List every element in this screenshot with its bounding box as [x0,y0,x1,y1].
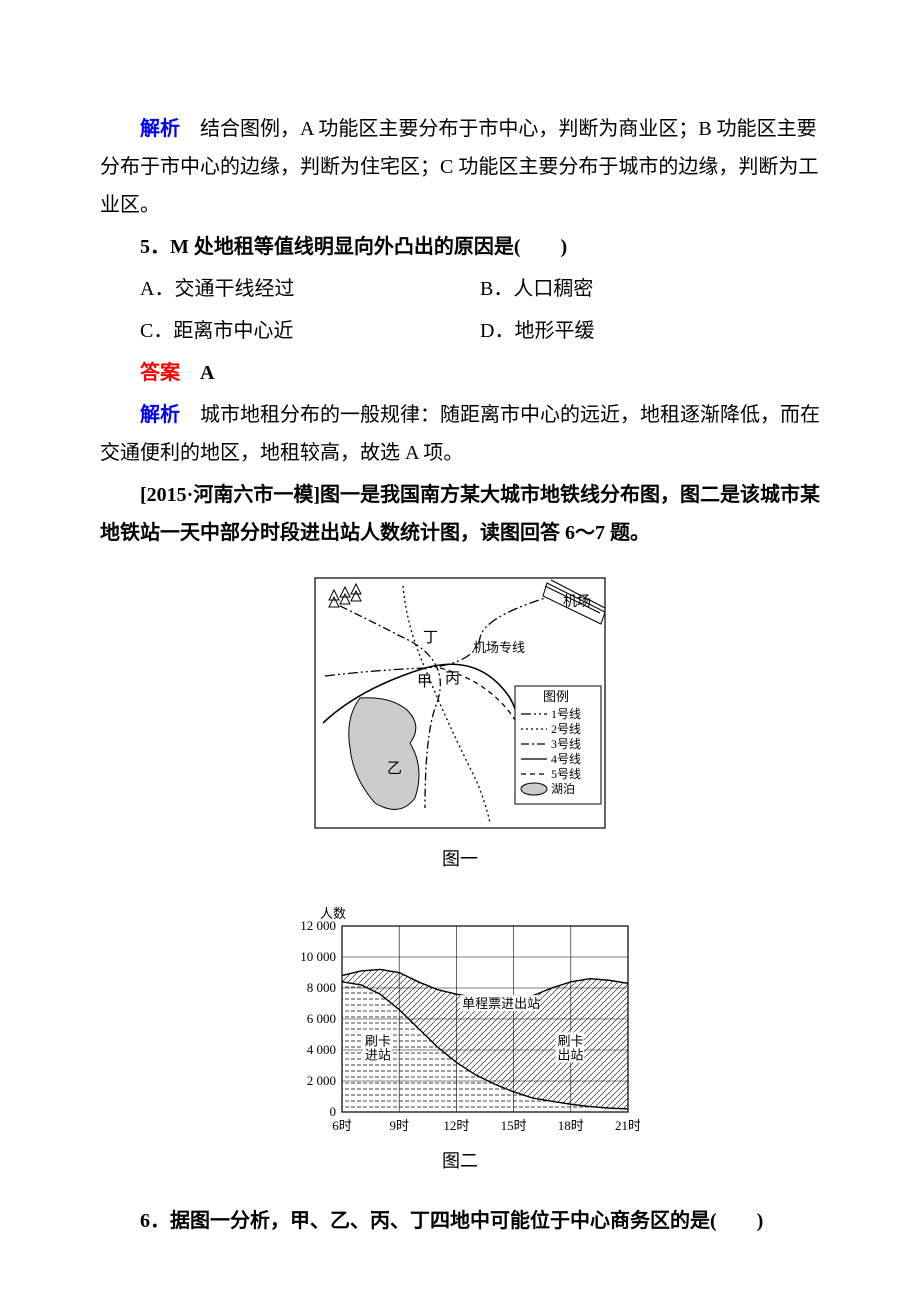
svg-text:出站: 出站 [557,1048,583,1063]
svg-text:刷卡: 刷卡 [557,1034,583,1049]
q5-a: A．交通干线经过 [140,270,480,308]
svg-text:丁: 丁 [423,630,438,646]
svg-text:机场专线: 机场专线 [473,640,525,655]
map-svg: 机场机场专线甲丙 丁乙 图例 1号线2号线3号线4号线5号线湖泊 [305,568,615,838]
svg-text:单程票进出站: 单程票进出站 [462,996,540,1011]
figure-2: 人数02 0004 0006 0008 00010 00012 0006时9时1… [100,900,820,1178]
answer-val: A [180,362,214,384]
svg-text:15时: 15时 [501,1118,527,1133]
svg-text:10 000: 10 000 [300,949,336,964]
q6-num: 6． [140,1210,170,1232]
svg-text:刷卡: 刷卡 [365,1034,391,1049]
q5-row2: C．距离市中心近 D．地形平缓 [100,312,820,350]
analysis-1: 解析 结合图例，A 功能区主要分布于市中心，判断为商业区；B 功能区主要分布于市… [100,110,820,224]
q6-text: 据图一分析，甲、乙、丙、丁四地中可能位于中心商务区的是( ) [170,1210,763,1232]
svg-text:6 000: 6 000 [307,1011,336,1026]
analysis-text-2: 城市地租分布的一般规律：随距离市中心的远近，地租逐渐降低，而在交通便利的地区，地… [100,404,820,464]
svg-text:2号线: 2号线 [551,722,581,736]
svg-text:4号线: 4号线 [551,752,581,766]
svg-text:12时: 12时 [443,1118,469,1133]
svg-text:9时: 9时 [389,1118,409,1133]
svg-text:图例: 图例 [543,689,569,704]
fig1-caption: 图一 [442,842,478,876]
analysis-text: 结合图例，A 功能区主要分布于市中心，判断为商业区；B 功能区主要分布于市中心的… [100,118,818,216]
intro-pre: [2015·河南六市一模] [140,484,320,506]
figure-1: 机场机场专线甲丙 丁乙 图例 1号线2号线3号线4号线5号线湖泊 图一 [100,568,820,876]
intro-para: [2015·河南六市一模]图一是我国南方某大城市地铁线分布图，图二是该城市某地铁… [100,476,820,552]
svg-text:21时: 21时 [615,1118,640,1133]
svg-text:乙: 乙 [387,761,402,777]
analysis-label-2: 解析 [140,404,180,426]
svg-text:1号线: 1号线 [551,707,581,721]
svg-text:湖泊: 湖泊 [551,781,575,796]
chart-svg: 人数02 0004 0006 0008 00010 00012 0006时9时1… [280,900,640,1140]
svg-text:3号线: 3号线 [551,737,581,751]
svg-text:5号线: 5号线 [551,767,581,781]
q5-text: M 处地租等值线明显向外凸出的原因是( ) [170,236,567,258]
svg-text:机场: 机场 [563,594,591,610]
fig2-caption: 图二 [442,1144,478,1178]
svg-text:12 000: 12 000 [300,918,336,933]
svg-text:8 000: 8 000 [307,980,336,995]
answer-5: 答案 A [100,354,820,392]
svg-text:6时: 6时 [332,1118,352,1133]
q5-row1: A．交通干线经过 B．人口稠密 [100,270,820,308]
svg-text:18时: 18时 [558,1118,584,1133]
svg-text:丙: 丙 [445,671,460,687]
answer-label: 答案 [140,362,180,384]
svg-text:2 000: 2 000 [307,1073,336,1088]
svg-text:4 000: 4 000 [307,1042,336,1057]
q6-stem: 6．据图一分析，甲、乙、丙、丁四地中可能位于中心商务区的是( ) [100,1202,820,1240]
analysis-2: 解析 城市地租分布的一般规律：随距离市中心的远近，地租逐渐降低，而在交通便利的地… [100,396,820,472]
svg-text:0: 0 [330,1104,337,1119]
q5-b: B．人口稠密 [480,270,820,308]
svg-text:甲: 甲 [417,674,432,690]
analysis-label: 解析 [140,118,180,140]
q5-d: D．地形平缓 [480,312,820,350]
q5-c: C．距离市中心近 [140,312,480,350]
q5-stem: 5．M 处地租等值线明显向外凸出的原因是( ) [100,228,820,266]
svg-text:进站: 进站 [365,1048,391,1063]
q5-num: 5． [140,236,170,258]
